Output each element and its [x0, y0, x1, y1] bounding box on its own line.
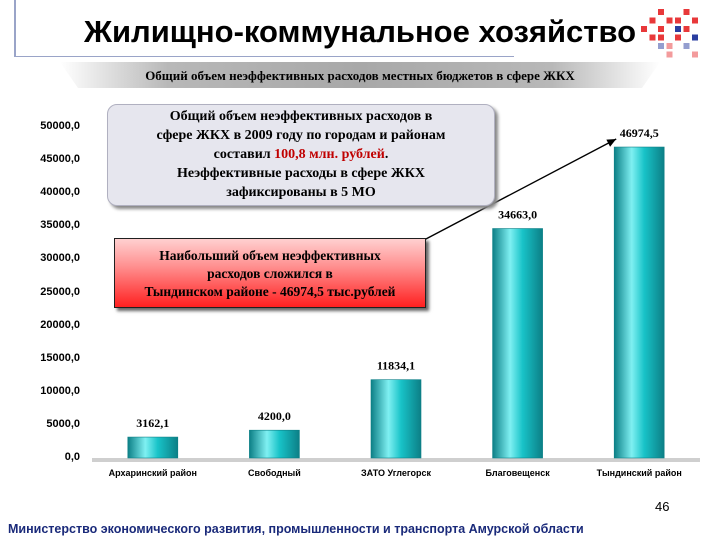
chart-floor [92, 458, 700, 462]
footer-ministry: Министерство экономического развития, пр… [8, 522, 584, 536]
dot [658, 34, 664, 41]
dot [692, 17, 698, 24]
dot [683, 9, 690, 15]
y-tick-label: 30000,0 [40, 252, 80, 265]
callout-line: Наибольший объем неэффективных [159, 248, 381, 263]
data-label: 46974,5 [620, 126, 659, 140]
summary-line: составил 100,8 млн. рублей. [108, 145, 494, 164]
dot [675, 34, 681, 41]
bar [492, 228, 543, 459]
page-number: 46 [655, 499, 670, 514]
x-category-label: Тындинский район [597, 468, 682, 478]
max-value-callout: Наибольший объем неэффективных расходов … [114, 238, 426, 308]
y-tick-label: 25000,0 [40, 285, 80, 298]
dot [658, 43, 664, 49]
dot [649, 34, 656, 41]
y-tick-label: 35000,0 [40, 219, 80, 232]
data-label: 3162,1 [136, 416, 169, 430]
summary-highlight: 100,8 млн. рублей [274, 147, 385, 162]
dot [658, 26, 664, 32]
dot [666, 51, 673, 58]
dot [692, 51, 698, 58]
dot [683, 43, 690, 49]
bar [613, 146, 665, 459]
callout-line: Тындинском районе - 46974,5 тыс.рублей [144, 284, 396, 299]
summary-line: сфере ЖКХ в 2009 году по городам и район… [156, 128, 446, 143]
y-tick-label: 50000,0 [40, 120, 80, 132]
summary-callout: Общий объем неэффективных расходов в сфе… [107, 104, 495, 206]
bar [370, 379, 422, 459]
dot [641, 26, 647, 32]
dot [666, 17, 673, 24]
dot [666, 43, 673, 49]
x-category-label: ЗАТО Углегорск [361, 468, 431, 478]
y-tick-label: 0,0 [64, 451, 80, 463]
chart-subtitle: Общий объем неэффективных расходов местн… [145, 68, 575, 83]
decorative-dots-icon [641, 9, 698, 58]
dot [692, 34, 698, 41]
y-tick-label: 40000,0 [40, 186, 80, 199]
dot [649, 17, 656, 24]
y-tick-label: 5000,0 [46, 417, 80, 430]
dot [683, 26, 690, 32]
data-label: 34663,0 [498, 208, 537, 222]
dot [658, 9, 664, 15]
subtitle-band [60, 62, 660, 88]
data-label: 4200,0 [258, 409, 291, 423]
callout-arrow-line [423, 138, 617, 241]
summary-line: Общий объем неэффективных расходов в [169, 109, 433, 124]
data-label: 11834,1 [377, 359, 415, 373]
callout-arrow-head [606, 139, 617, 147]
dot [675, 17, 681, 24]
left-rule [14, 0, 16, 56]
bar [249, 429, 300, 459]
summary-line: Неэффективные расходы в сфере ЖКХ [177, 166, 425, 181]
slide-title: Жилищно-коммунальное хозяйство [83, 14, 637, 49]
dot [675, 26, 681, 32]
y-tick-label: 15000,0 [40, 351, 80, 364]
y-tick-label: 45000,0 [40, 153, 80, 166]
top-rule [14, 56, 514, 57]
bar [127, 436, 179, 459]
x-category-label: Благовещенск [485, 468, 550, 478]
summary-text: составил [213, 147, 275, 162]
y-tick-label: 10000,0 [40, 384, 80, 397]
x-category-label: Архаринский район [109, 468, 197, 478]
x-category-label: Свободный [248, 468, 301, 478]
y-tick-label: 20000,0 [40, 318, 80, 331]
summary-period: . [384, 147, 389, 162]
callout-line: расходов сложился в [207, 266, 333, 281]
summary-line: зафиксированы в 5 МО [226, 185, 376, 200]
